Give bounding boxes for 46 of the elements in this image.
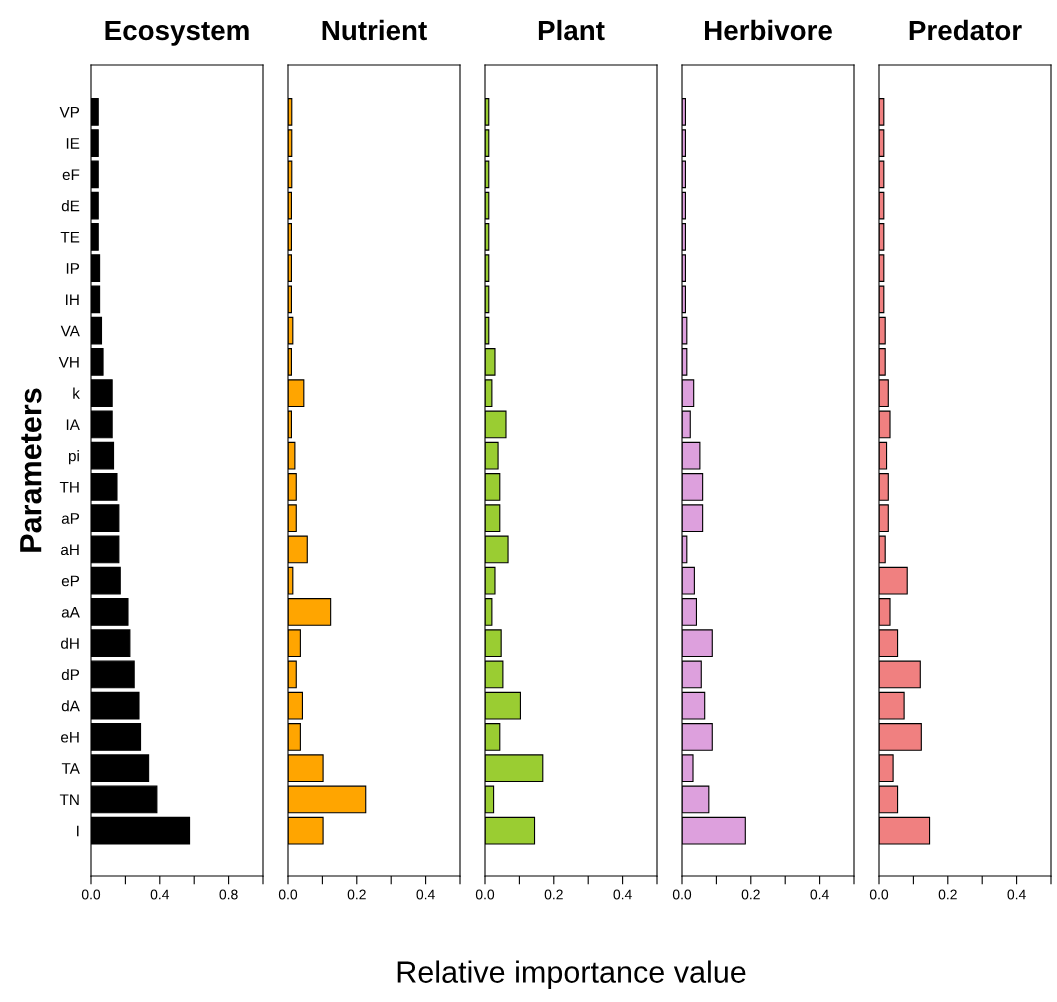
x-tick-label: 0.4 — [613, 889, 632, 900]
x-tick-label: 0.4 — [416, 889, 435, 900]
y-tick-label: IA — [66, 419, 80, 430]
x-tick-label: 0.4 — [810, 889, 829, 900]
y-tick-label: aA — [61, 606, 80, 618]
y-tick-label: VA — [60, 325, 80, 337]
y-tick-label: pi — [68, 450, 79, 465]
chart-title: Herbivore — [705, 19, 832, 41]
y-tick-label: IE — [66, 138, 80, 149]
x-tick-label: 0.2 — [741, 889, 760, 900]
x-tick-label: 0.8 — [219, 889, 238, 900]
x-axis-title: Relative importance value — [397, 960, 746, 989]
y-tick-label: dH — [61, 637, 79, 649]
chart-title: Plant — [538, 19, 605, 41]
x-tick-label: 0.0 — [672, 889, 692, 900]
x-tick-label: 0.0 — [278, 889, 298, 900]
x-tick-label: 0.2 — [347, 889, 366, 900]
chart-title: Predator — [909, 19, 1022, 41]
y-axis-title: Parameters — [20, 388, 42, 552]
x-tick-label: 0.2 — [544, 889, 563, 900]
chart-title: Nutrient — [322, 19, 427, 41]
y-tick-label: eH — [61, 731, 79, 743]
x-tick-label: 0.2 — [938, 889, 957, 900]
y-tick-label: IP — [66, 263, 80, 274]
y-tick-label: VP — [59, 106, 80, 118]
y-tick-label: aH — [61, 544, 79, 556]
x-tick-label: 0.0 — [869, 889, 889, 900]
y-tick-label: TH — [59, 481, 79, 493]
y-tick-label: eP — [61, 575, 80, 587]
y-tick-label: I — [77, 825, 79, 837]
y-tick-label: TN — [59, 794, 79, 805]
y-tick-label: dA — [61, 700, 80, 712]
chart-title: Ecosystem — [105, 20, 249, 46]
y-tick-label: TE — [60, 231, 80, 243]
y-tick-label: dE — [61, 200, 80, 212]
x-tick-label: 0.4 — [150, 889, 170, 900]
y-tick-label: k — [73, 387, 80, 399]
x-tick-label: 0.0 — [475, 889, 495, 900]
y-tick-label: dP — [61, 668, 80, 681]
y-tick-label: IH — [66, 294, 79, 305]
x-tick-label: 0.4 — [1007, 889, 1026, 900]
y-tick-label: eF — [62, 169, 80, 181]
y-tick-label: TA — [61, 763, 80, 774]
x-tick-label: 0.0 — [81, 889, 101, 900]
y-tick-label: VH — [58, 356, 79, 368]
y-tick-label: aP — [61, 513, 80, 524]
